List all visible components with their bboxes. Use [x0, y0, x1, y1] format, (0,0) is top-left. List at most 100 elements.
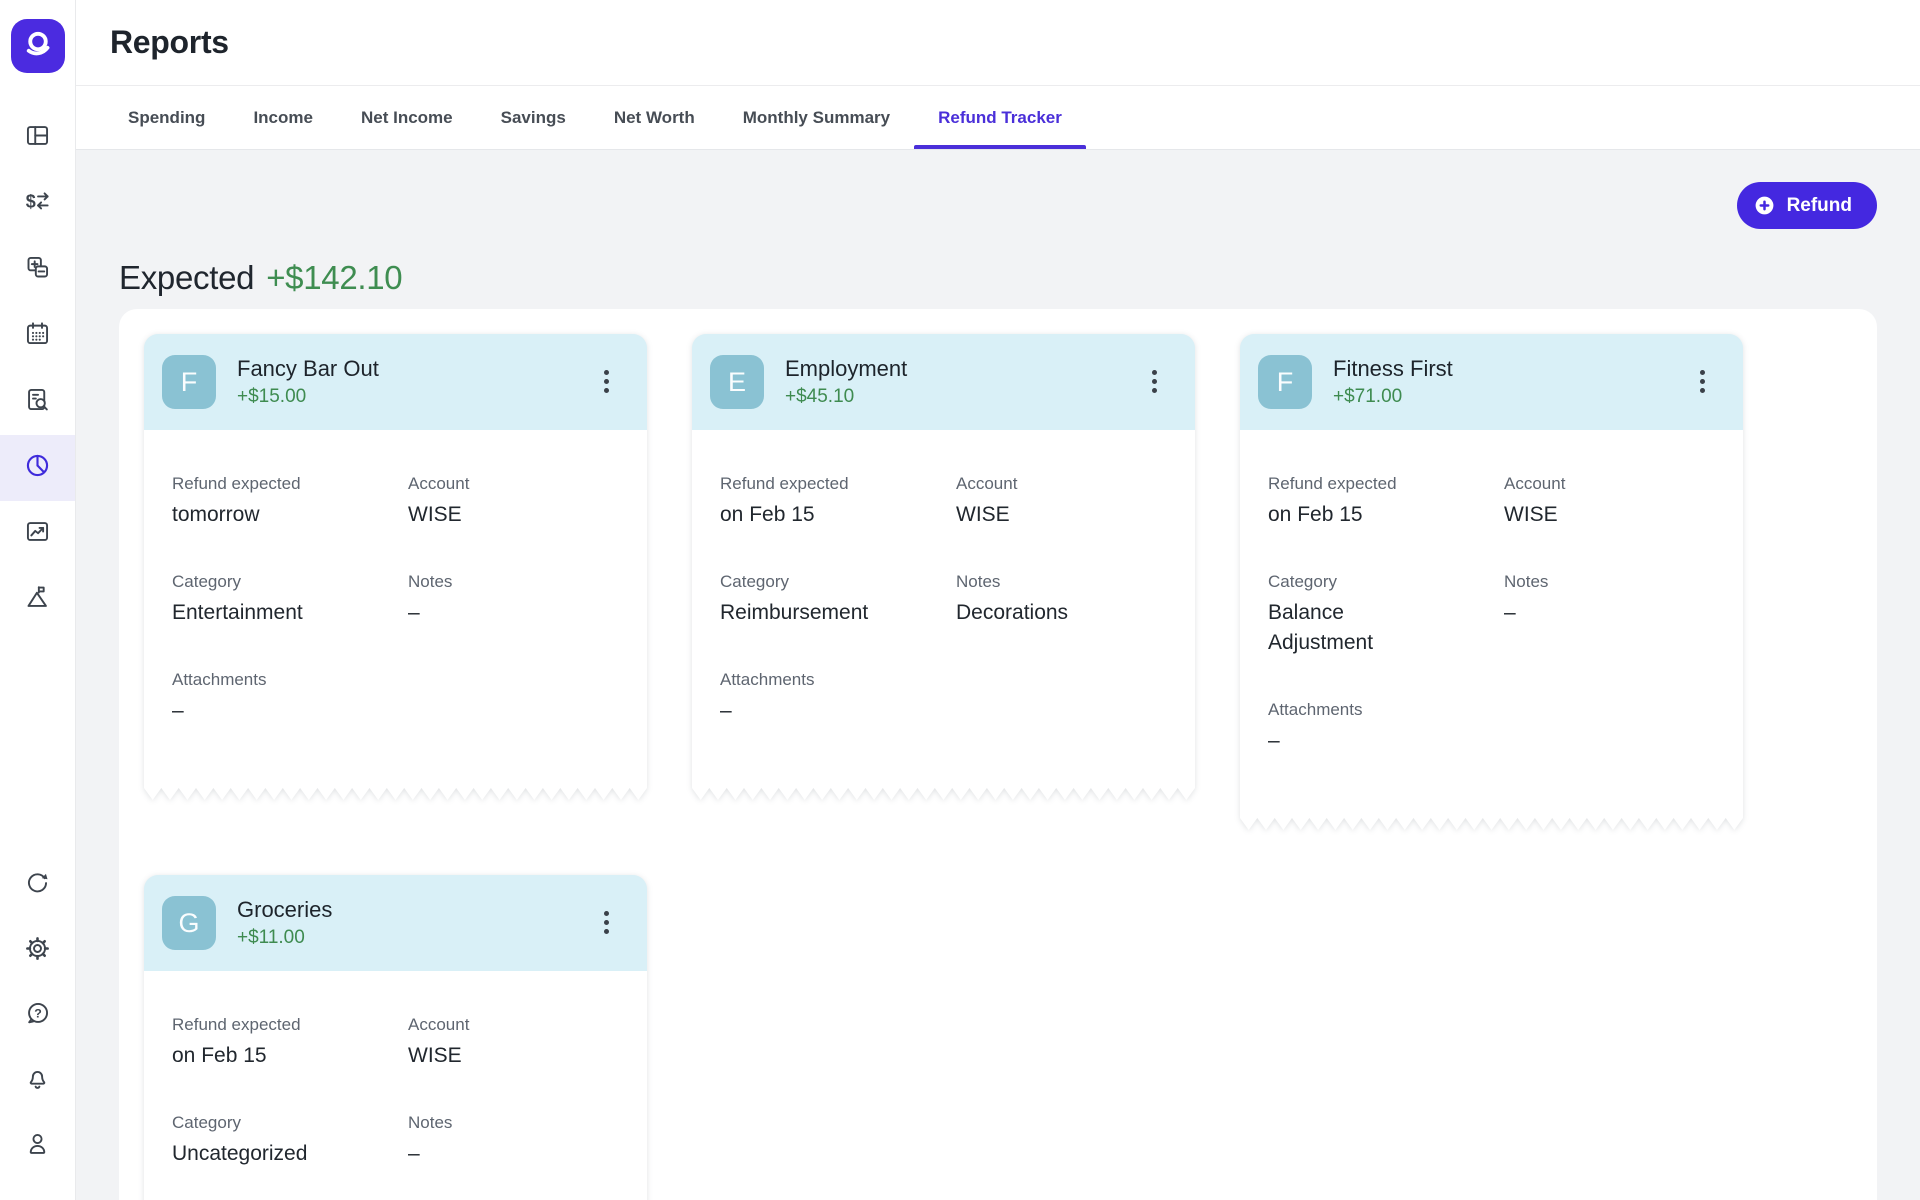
field-notes: Notes – [408, 1111, 619, 1169]
field-refund-expected: Refund expected tomorrow [172, 472, 408, 530]
section-header: Expected +$142.10 [119, 259, 1877, 297]
svg-text:$: $ [26, 192, 36, 212]
sidebar: $ [0, 0, 76, 1200]
person-icon [24, 1130, 51, 1162]
dollar-transfer-icon: $ [24, 188, 51, 220]
field-account: Account WISE [956, 472, 1167, 530]
tab-net-worth[interactable]: Net Worth [590, 86, 719, 149]
card-title: Fitness First [1333, 356, 1453, 382]
field-notes: Notes Decorations [956, 570, 1167, 628]
card-amount: +$71.00 [1333, 386, 1453, 408]
card-header-text: Employment +$45.10 [785, 356, 907, 408]
sidebar-nav: $ [0, 105, 75, 633]
field-attachments: Attachments – [172, 668, 408, 726]
tab-income[interactable]: Income [229, 86, 337, 149]
field-notes: Notes – [408, 570, 619, 628]
sidebar-item-help[interactable]: ? [0, 983, 75, 1048]
actions-row: Refund [119, 182, 1877, 229]
document-search-icon [24, 386, 51, 418]
card-body: Refund expected on Feb 15 Account WISE C… [692, 430, 1195, 788]
field-category: Category Balance Adjustment [1268, 570, 1504, 658]
refund-card[interactable]: G Groceries +$11.00 Refund expected on F… [144, 875, 647, 1200]
avatar: E [710, 355, 764, 409]
report-tabs: Spending Income Net Income Savings Net W… [76, 86, 1920, 150]
card-header: E Employment +$45.10 [692, 334, 1195, 430]
app-window: $ [0, 0, 1920, 1200]
section-title: Expected [119, 259, 254, 297]
card-header: F Fitness First +$71.00 [1240, 334, 1743, 430]
card-amount: +$15.00 [237, 386, 379, 408]
card-amount: +$45.10 [785, 386, 907, 408]
card-header-text: Fancy Bar Out +$15.00 [237, 356, 379, 408]
avatar: G [162, 896, 216, 950]
field-refund-expected: Refund expected on Feb 15 [720, 472, 956, 530]
field-attachments: Attachments – [720, 668, 956, 726]
card-title: Employment [785, 356, 907, 382]
app-logo[interactable] [11, 19, 65, 73]
tab-refund-tracker[interactable]: Refund Tracker [914, 86, 1086, 149]
receipt-zigzag-edge [144, 788, 647, 800]
sidebar-item-transactions[interactable]: $ [0, 171, 75, 237]
sidebar-item-goals[interactable] [0, 567, 75, 633]
sidebar-item-accounts[interactable] [0, 237, 75, 303]
card-title: Fancy Bar Out [237, 356, 379, 382]
sidebar-item-trends[interactable] [0, 501, 75, 567]
sidebar-item-calendar[interactable] [0, 303, 75, 369]
main-area: Reports Spending Income Net Income Savin… [76, 0, 1920, 1200]
card-body: Refund expected tomorrow Account WISE Ca… [144, 430, 647, 788]
sidebar-item-dashboard[interactable] [0, 105, 75, 171]
receipt-zigzag-edge [1240, 818, 1743, 830]
field-category: Category Uncategorized [172, 1111, 408, 1169]
content: Refund Expected +$142.10 F Fancy Bar Out… [76, 150, 1920, 1200]
card-menu-button[interactable] [1148, 366, 1161, 397]
sidebar-item-reports[interactable] [0, 435, 75, 501]
calendar-icon [24, 320, 51, 352]
field-category: Category Entertainment [172, 570, 408, 628]
field-attachments: Attachments – [1268, 698, 1504, 756]
field-refund-expected: Refund expected on Feb 15 [172, 1013, 408, 1071]
refund-card[interactable]: E Employment +$45.10 Refund expected on … [692, 334, 1195, 800]
field-refund-expected: Refund expected on Feb 15 [1268, 472, 1504, 530]
refund-cards-panel: F Fancy Bar Out +$15.00 Refund expected … [119, 309, 1877, 1200]
card-header-text: Fitness First +$71.00 [1333, 356, 1453, 408]
tab-savings[interactable]: Savings [477, 86, 590, 149]
tab-spending[interactable]: Spending [104, 86, 229, 149]
field-notes: Notes – [1504, 570, 1715, 658]
refund-card[interactable]: F Fancy Bar Out +$15.00 Refund expected … [144, 334, 647, 800]
layout-grid-icon [24, 122, 51, 154]
sidebar-item-profile[interactable] [0, 1113, 75, 1178]
field-account: Account WISE [1504, 472, 1715, 530]
add-refund-button[interactable]: Refund [1737, 182, 1877, 229]
field-account: Account WISE [408, 472, 619, 530]
card-header-text: Groceries +$11.00 [237, 897, 332, 949]
card-body: Refund expected on Feb 15 Account WISE C… [144, 971, 647, 1200]
tab-net-income[interactable]: Net Income [337, 86, 477, 149]
plus-circle-icon [1753, 194, 1776, 217]
svg-text:?: ? [34, 1006, 42, 1020]
sidebar-footer-nav: ? [0, 853, 75, 1200]
plus-minus-squares-icon [24, 254, 51, 286]
pie-chart-icon [24, 452, 51, 484]
card-menu-button[interactable] [600, 907, 613, 938]
avatar: F [162, 355, 216, 409]
tab-monthly-summary[interactable]: Monthly Summary [719, 86, 914, 149]
card-header: G Groceries +$11.00 [144, 875, 647, 971]
sidebar-item-settings[interactable] [0, 918, 75, 983]
refund-card[interactable]: F Fitness First +$71.00 Refund expected … [1240, 334, 1743, 830]
card-menu-button[interactable] [1696, 366, 1709, 397]
topbar: Reports [76, 0, 1920, 86]
sidebar-item-records-search[interactable] [0, 369, 75, 435]
card-header: F Fancy Bar Out +$15.00 [144, 334, 647, 430]
question-bubble-icon: ? [24, 1000, 51, 1032]
page-title: Reports [110, 24, 229, 61]
add-refund-button-label: Refund [1787, 195, 1852, 217]
sidebar-item-notifications[interactable] [0, 1048, 75, 1113]
card-amount: +$11.00 [237, 927, 332, 949]
card-menu-button[interactable] [600, 366, 613, 397]
card-body: Refund expected on Feb 15 Account WISE C… [1240, 430, 1743, 818]
field-category: Category Reimbursement [720, 570, 956, 628]
card-title: Groceries [237, 897, 332, 923]
sidebar-item-refresh[interactable] [0, 853, 75, 918]
receipt-zigzag-edge [692, 788, 1195, 800]
field-account: Account WISE [408, 1013, 619, 1071]
